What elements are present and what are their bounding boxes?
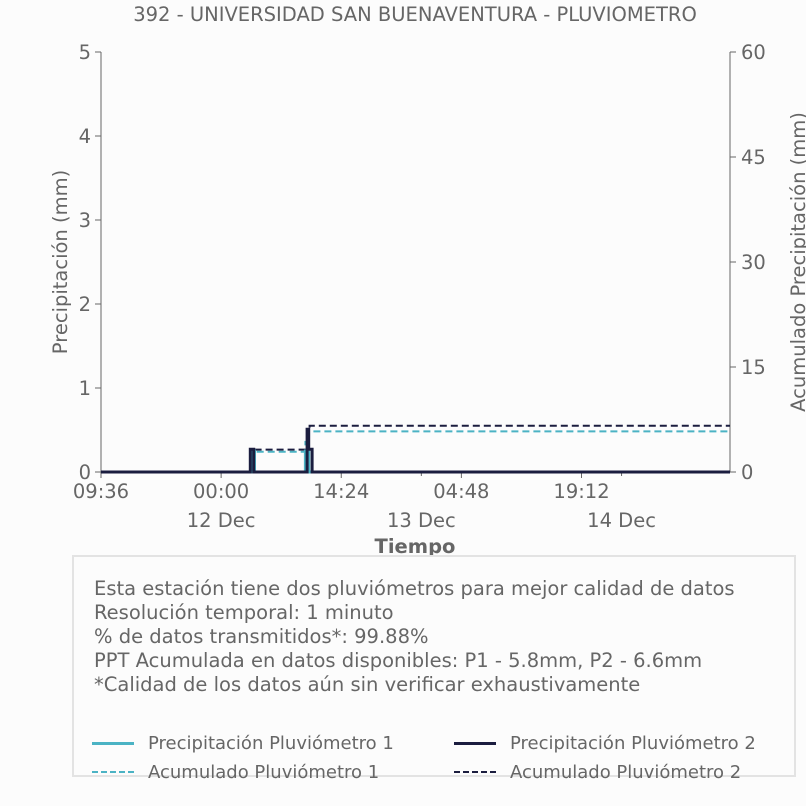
series-dashed-pluviometro-1 bbox=[101, 430, 730, 473]
series-dashed-pluviometro-2 bbox=[101, 424, 730, 473]
legend-swatch-solid-teal bbox=[92, 741, 134, 745]
y-tick-label: 0 bbox=[79, 461, 91, 484]
legend-label: Precipitación Pluviómetro 1 bbox=[148, 732, 394, 754]
y2-tick-label: 30 bbox=[741, 251, 766, 274]
y-tick-label: 3 bbox=[79, 209, 91, 232]
date-label: 14 Dec bbox=[587, 509, 656, 532]
note-line: PPT Acumulada en datos disponibles: P1 -… bbox=[94, 649, 703, 672]
info-box: Esta estación tiene dos pluviómetros par… bbox=[72, 555, 796, 783]
y-tick-label: 4 bbox=[79, 125, 91, 148]
y2-tick-label: 45 bbox=[741, 146, 766, 169]
note-line: Resolución temporal: 1 minuto bbox=[94, 601, 394, 624]
station-notes: Esta estación tiene dos pluviómetros par… bbox=[94, 577, 735, 697]
x-tick-label: 14:24 bbox=[313, 480, 369, 503]
y2-tick-label: 15 bbox=[741, 356, 766, 379]
y-axis-label: Precipitación (mm) bbox=[49, 170, 72, 354]
note-line: Esta estación tiene dos pluviómetros par… bbox=[94, 577, 735, 600]
rainfall-chart: 392 - UNIVERSIDAD SAN BUENAVENTURA - PLU… bbox=[49, 3, 806, 555]
legend-item: Acumulado Pluviómetro 1 bbox=[92, 760, 379, 784]
y-tick-label: 1 bbox=[79, 377, 91, 400]
chart-legend: Precipitación Pluviómetro 1 Precipitació… bbox=[92, 729, 792, 789]
legend-swatch-dashed-navy bbox=[454, 771, 496, 773]
date-label: 12 Dec bbox=[187, 509, 256, 532]
legend-item: Precipitación Pluviómetro 1 bbox=[92, 731, 394, 755]
date-label: 13 Dec bbox=[387, 509, 456, 532]
legend-swatch-solid-navy bbox=[454, 741, 496, 745]
series-solid-pluviometro-1 bbox=[101, 449, 730, 474]
legend-item: Precipitación Pluviómetro 2 bbox=[454, 731, 756, 755]
x-axis-label: Tiempo bbox=[375, 535, 456, 555]
x-tick-label: 09:36 bbox=[73, 480, 129, 503]
x-tick-label: 04:48 bbox=[433, 480, 489, 503]
x-tick-label: 19:12 bbox=[553, 480, 609, 503]
note-line: *Calidad de los datos aún sin verificar … bbox=[94, 673, 641, 696]
legend-label: Acumulado Pluviómetro 2 bbox=[510, 761, 742, 783]
note-line: % de datos transmitidos*: 99.88% bbox=[94, 625, 429, 648]
chart-title: 392 - UNIVERSIDAD SAN BUENAVENTURA - PLU… bbox=[133, 3, 697, 26]
y-tick-label: 5 bbox=[79, 41, 91, 64]
legend-label: Precipitación Pluviómetro 2 bbox=[510, 732, 756, 754]
y-tick-label: 2 bbox=[79, 293, 91, 316]
series-solid-pluviometro-2 bbox=[101, 427, 730, 474]
y2-tick-label: 0 bbox=[741, 461, 753, 484]
y2-axis-label: Acumulado Precipitación (mm) bbox=[787, 112, 806, 412]
y2-tick-label: 60 bbox=[741, 41, 766, 64]
legend-item: Acumulado Pluviómetro 2 bbox=[454, 760, 741, 784]
legend-swatch-dashed-teal bbox=[92, 771, 134, 773]
x-tick-label: 00:00 bbox=[193, 480, 249, 503]
legend-label: Acumulado Pluviómetro 1 bbox=[148, 761, 380, 783]
